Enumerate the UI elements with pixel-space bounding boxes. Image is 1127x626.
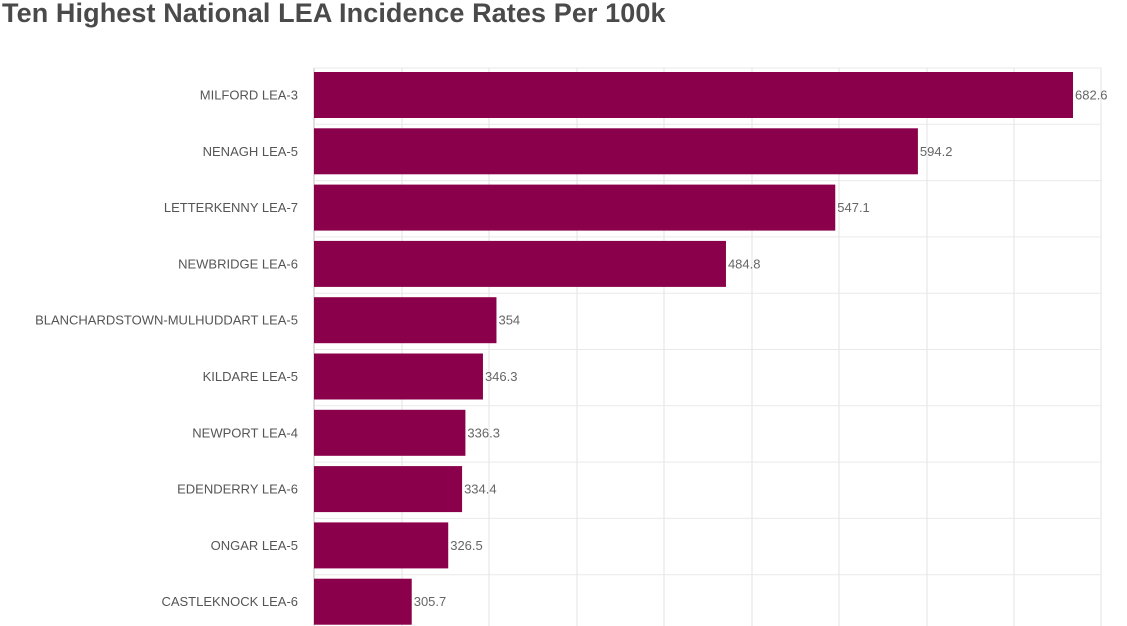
data-label: 336.3 bbox=[467, 425, 500, 440]
bar[interactable] bbox=[314, 240, 726, 287]
category-label: NEWBRIDGE LEA-6 bbox=[178, 256, 298, 271]
category-label: CASTLEKNOCK LEA-6 bbox=[161, 594, 298, 609]
category-label: NEWPORT LEA-4 bbox=[192, 425, 298, 440]
category-label: LETTERKENNY LEA-7 bbox=[164, 200, 298, 215]
category-label: BLANCHARDSTOWN-MULHUDDART LEA-5 bbox=[35, 313, 298, 328]
label-layer: MILFORD LEA-3 682.6 NENAGH LEA-5 594.2 LETTE… bbox=[35, 88, 1107, 610]
category-label: KILDARE LEA-5 bbox=[203, 369, 298, 384]
bar[interactable] bbox=[314, 466, 463, 513]
data-label: 326.5 bbox=[450, 538, 483, 553]
data-label: 547.1 bbox=[837, 200, 870, 215]
category-label: EDENDERRY LEA-6 bbox=[177, 482, 298, 497]
data-label: 354 bbox=[498, 313, 520, 328]
data-label: 305.7 bbox=[414, 594, 447, 609]
data-label: 484.8 bbox=[728, 256, 761, 271]
chart-title: Ten Highest National LEA Incidence Rates… bbox=[2, 0, 666, 28]
bar[interactable] bbox=[314, 578, 412, 625]
data-label: 682.6 bbox=[1075, 88, 1108, 103]
category-label: MILFORD LEA-3 bbox=[200, 88, 298, 103]
bar[interactable] bbox=[314, 297, 497, 344]
bar-layer bbox=[314, 72, 1073, 625]
bar[interactable] bbox=[314, 72, 1073, 118]
bar[interactable] bbox=[314, 522, 449, 569]
data-label: 594.2 bbox=[920, 144, 953, 159]
data-label: 346.3 bbox=[485, 369, 518, 384]
bar[interactable] bbox=[314, 409, 466, 456]
category-label: ONGAR LEA-5 bbox=[211, 538, 298, 553]
bar[interactable] bbox=[314, 353, 483, 400]
data-label: 334.4 bbox=[464, 482, 497, 497]
bar[interactable] bbox=[314, 128, 918, 175]
category-label: NENAGH LEA-5 bbox=[203, 144, 298, 159]
bar[interactable] bbox=[314, 184, 836, 231]
